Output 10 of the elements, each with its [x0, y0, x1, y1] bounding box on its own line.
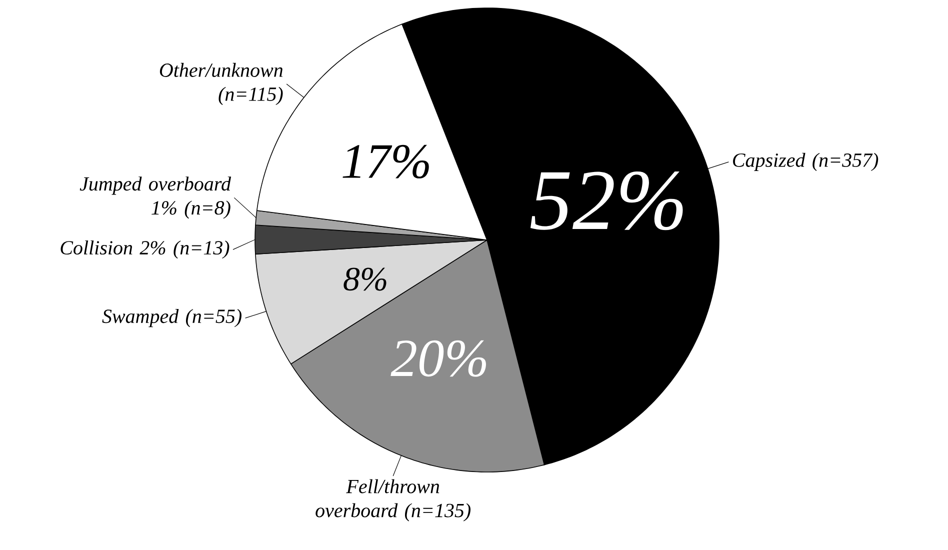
slice-label: Capsized (n=357) — [733, 152, 878, 171]
data-label: 52% — [530, 171, 683, 230]
slice-label: Fell/thrown overboard (n=135) — [316, 479, 470, 522]
data-label: 8% — [344, 268, 386, 291]
slice-label: Jumped overboard 1% (n=8) — [80, 176, 232, 219]
slice-label: Swamped (n=55) — [102, 309, 242, 328]
slice-label: Other/unknown (n=115) — [160, 62, 283, 106]
data-label: 20% — [390, 340, 486, 377]
slice-label: Collision 2% (n=13) — [60, 240, 230, 259]
data-label: 17% — [342, 144, 429, 178]
